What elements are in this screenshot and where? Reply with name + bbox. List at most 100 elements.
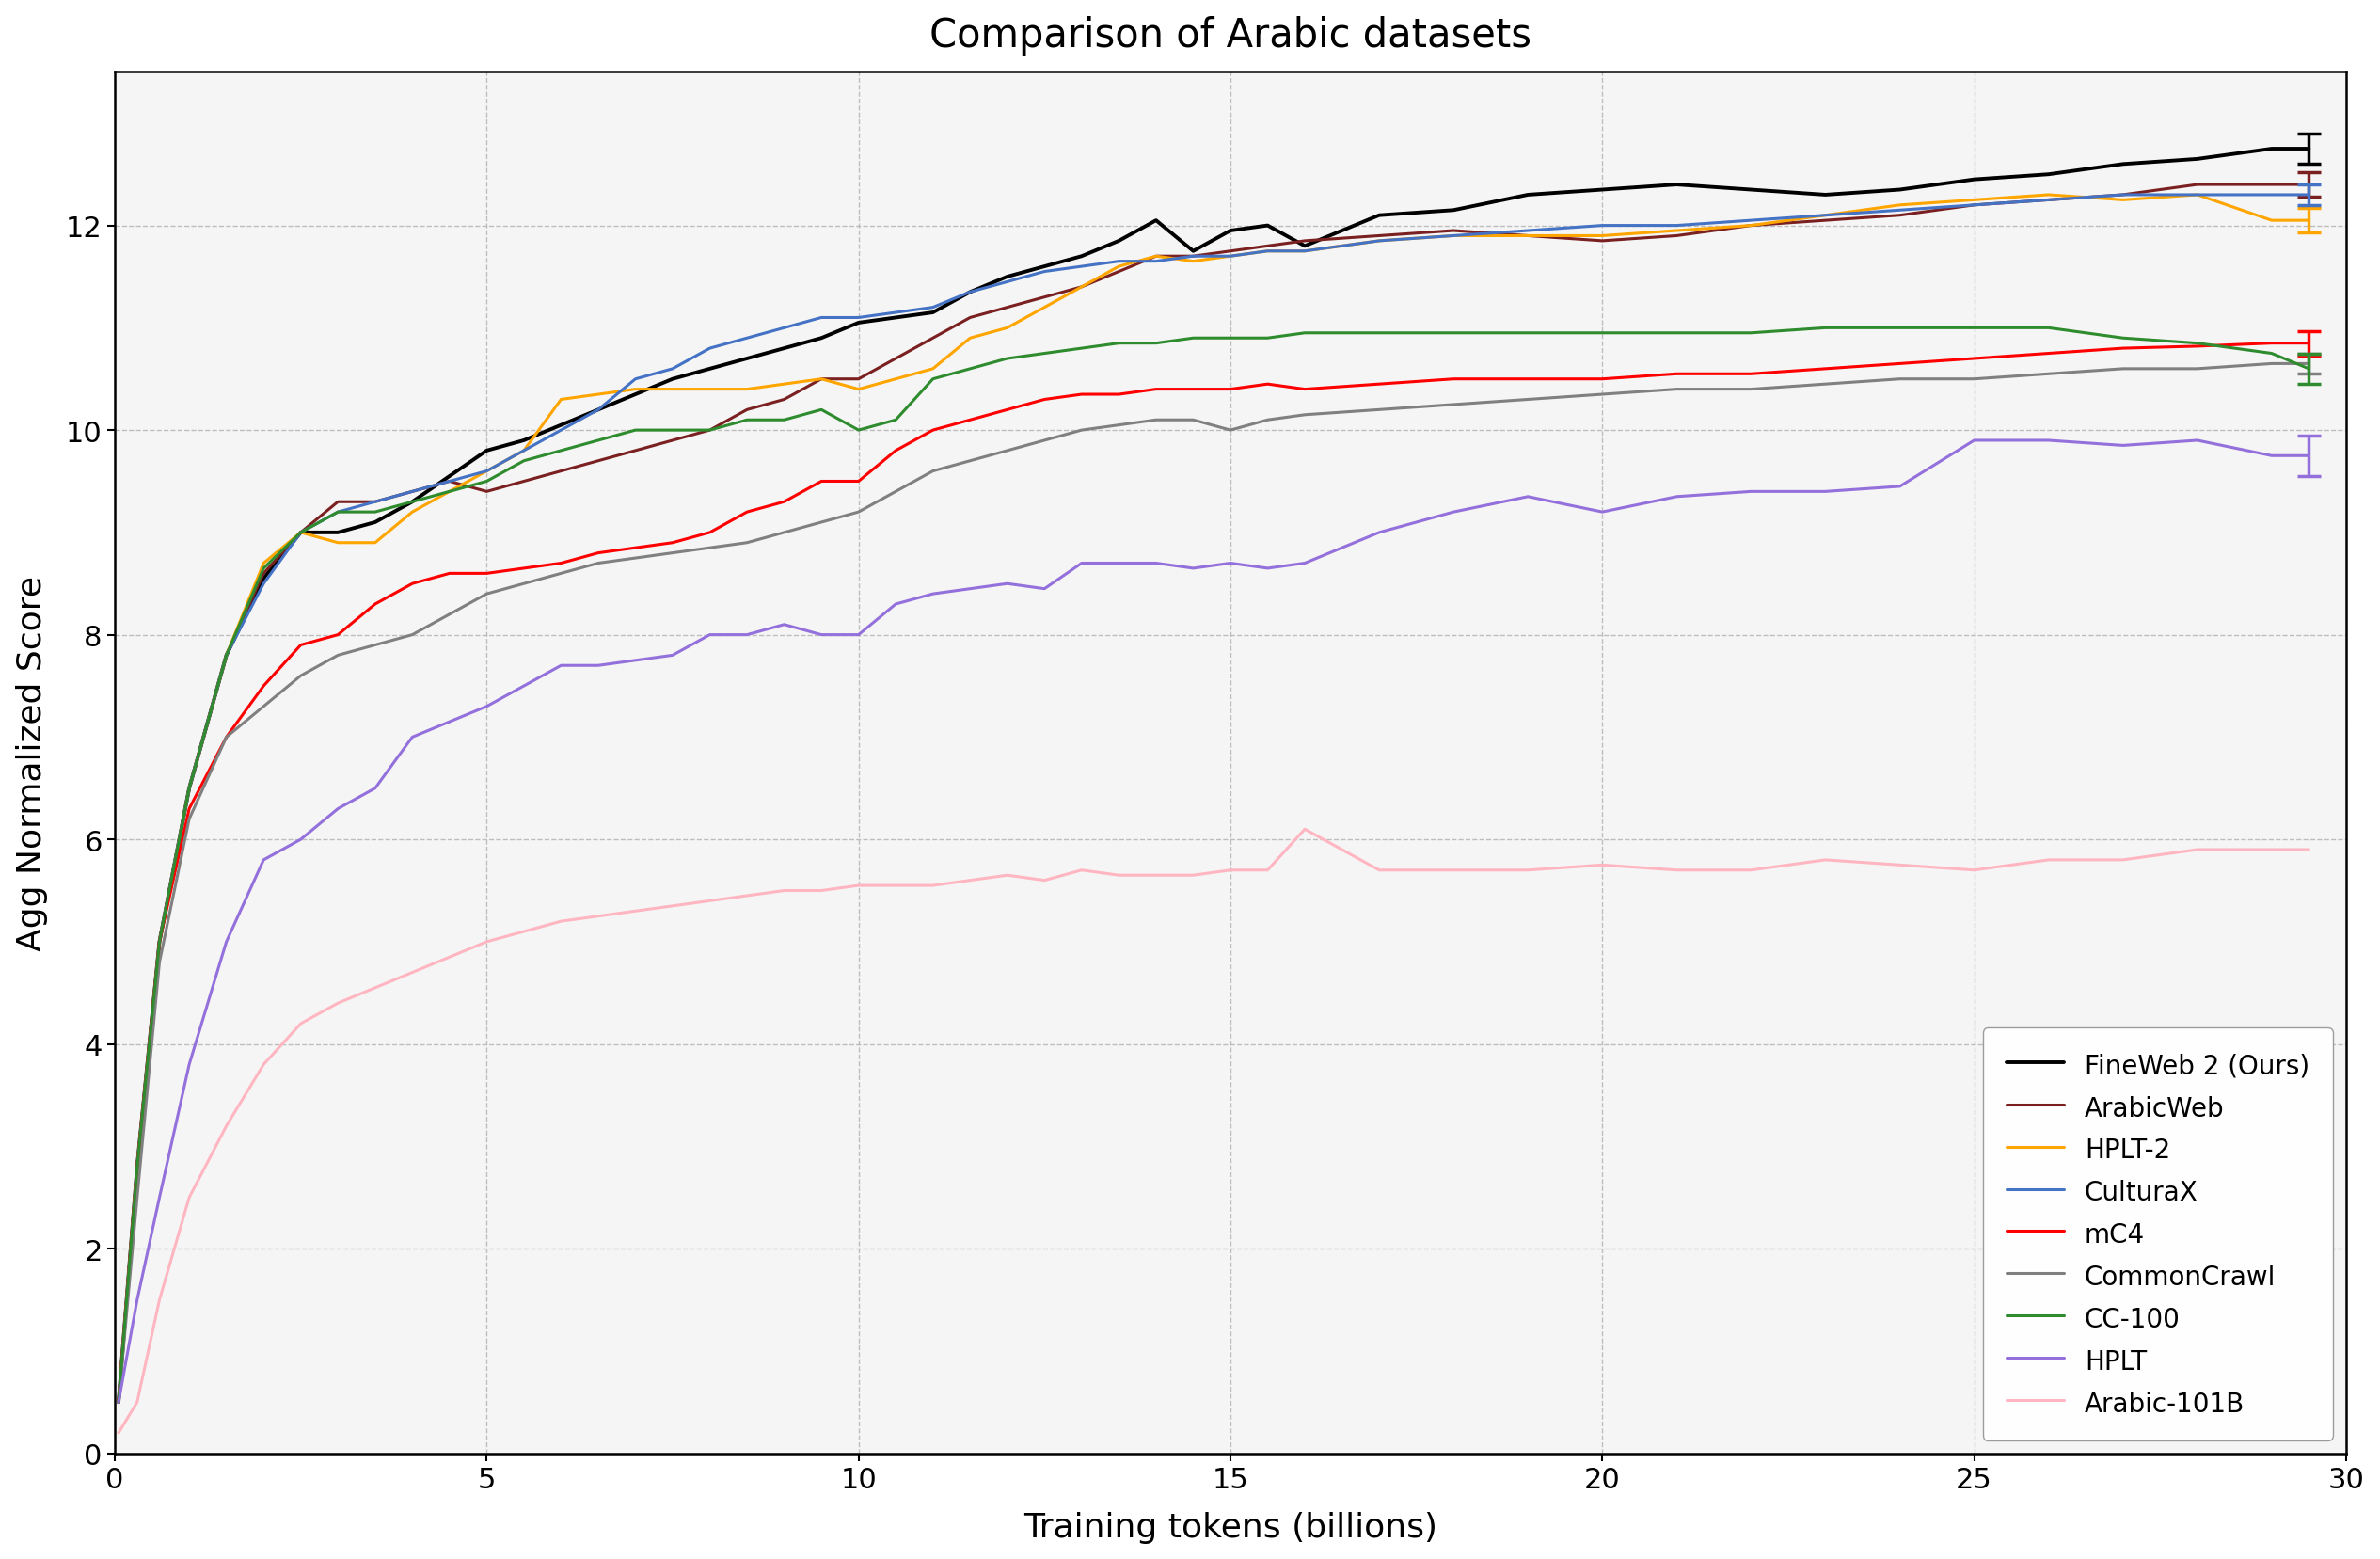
mC4 xyxy=(1661,365,1690,384)
CulturaX xyxy=(1885,201,1914,220)
CommonCrawl xyxy=(1216,421,1245,440)
ArabicWeb xyxy=(1587,232,1616,251)
mC4 xyxy=(1885,355,1914,374)
CC-100 xyxy=(1066,340,1095,359)
CC-100 xyxy=(1440,324,1468,343)
FineWeb 2 (Ours) xyxy=(1104,232,1133,251)
Arabic-101B xyxy=(1737,861,1766,879)
ArabicWeb xyxy=(659,432,688,451)
ArabicWeb xyxy=(1290,232,1319,251)
CommonCrawl xyxy=(397,625,426,644)
CulturaX xyxy=(695,340,724,359)
ArabicWeb xyxy=(105,1392,133,1411)
mC4 xyxy=(2182,338,2211,357)
CulturaX xyxy=(919,299,947,318)
CommonCrawl xyxy=(1587,385,1616,404)
HPLT-2 xyxy=(286,524,314,543)
CulturaX xyxy=(1737,212,1766,231)
FineWeb 2 (Ours) xyxy=(881,309,909,327)
mC4 xyxy=(145,932,174,951)
Line: Arabic-101B: Arabic-101B xyxy=(119,829,2309,1433)
HPLT xyxy=(769,616,797,635)
Arabic-101B xyxy=(807,881,835,900)
Arabic-101B xyxy=(957,871,985,890)
CommonCrawl xyxy=(1737,380,1766,399)
Arabic-101B xyxy=(324,995,352,1013)
Arabic-101B xyxy=(1290,820,1319,839)
CulturaX xyxy=(659,360,688,379)
ArabicWeb xyxy=(286,524,314,543)
mC4 xyxy=(769,493,797,511)
CulturaX xyxy=(1031,263,1059,282)
CC-100 xyxy=(509,452,538,471)
HPLT-2 xyxy=(436,483,464,502)
HPLT-2 xyxy=(1104,257,1133,276)
ArabicWeb xyxy=(250,564,278,583)
CulturaX xyxy=(992,273,1021,292)
CulturaX xyxy=(145,932,174,951)
FineWeb 2 (Ours) xyxy=(1290,237,1319,256)
Arabic-101B xyxy=(174,1188,202,1207)
FineWeb 2 (Ours) xyxy=(2182,150,2211,168)
HPLT xyxy=(547,656,576,675)
mC4 xyxy=(2109,340,2137,359)
HPLT xyxy=(2109,437,2137,455)
HPLT xyxy=(695,625,724,644)
CulturaX xyxy=(1959,196,1987,215)
CulturaX xyxy=(2109,186,2137,204)
Arabic-101B xyxy=(1142,867,1171,886)
HPLT-2 xyxy=(621,380,650,399)
Y-axis label: Agg Normalized Score: Agg Normalized Score xyxy=(17,575,48,951)
CC-100 xyxy=(124,1158,152,1177)
ArabicWeb xyxy=(1959,196,1987,215)
CommonCrawl xyxy=(881,483,909,502)
mC4 xyxy=(1104,385,1133,404)
HPLT-2 xyxy=(1178,253,1207,271)
HPLT-2 xyxy=(124,1158,152,1177)
mC4 xyxy=(471,564,500,583)
CommonCrawl xyxy=(547,564,576,583)
CulturaX xyxy=(286,524,314,543)
HPLT-2 xyxy=(1364,232,1392,251)
CC-100 xyxy=(174,780,202,798)
FineWeb 2 (Ours) xyxy=(324,524,352,543)
ArabicWeb xyxy=(733,401,762,419)
Arabic-101B xyxy=(1031,871,1059,890)
CommonCrawl xyxy=(769,524,797,543)
HPLT xyxy=(324,800,352,818)
ArabicWeb xyxy=(583,452,612,471)
mC4 xyxy=(733,504,762,522)
Arabic-101B xyxy=(105,1423,133,1442)
Arabic-101B xyxy=(992,867,1021,886)
HPLT xyxy=(212,932,240,951)
HPLT-2 xyxy=(2182,186,2211,204)
CommonCrawl xyxy=(436,605,464,624)
HPLT xyxy=(2182,432,2211,451)
HPLT-2 xyxy=(1254,243,1283,262)
HPLT-2 xyxy=(1959,192,1987,210)
mC4 xyxy=(1254,376,1283,394)
HPLT xyxy=(1364,524,1392,543)
HPLT xyxy=(807,625,835,644)
HPLT-2 xyxy=(957,329,985,348)
CulturaX xyxy=(324,504,352,522)
Line: HPLT: HPLT xyxy=(119,441,2309,1402)
HPLT-2 xyxy=(174,780,202,798)
HPLT-2 xyxy=(1514,228,1542,246)
ArabicWeb xyxy=(2109,186,2137,204)
Arabic-101B xyxy=(583,907,612,926)
CC-100 xyxy=(105,1392,133,1411)
CulturaX xyxy=(105,1392,133,1411)
Arabic-101B xyxy=(1587,856,1616,875)
ArabicWeb xyxy=(212,647,240,666)
CC-100 xyxy=(1811,320,1840,338)
mC4 xyxy=(174,800,202,818)
ArabicWeb xyxy=(1142,248,1171,267)
Arabic-101B xyxy=(733,887,762,906)
mC4 xyxy=(583,544,612,563)
HPLT xyxy=(1885,477,1914,496)
HPLT-2 xyxy=(733,380,762,399)
CC-100 xyxy=(1885,320,1914,338)
HPLT xyxy=(1142,555,1171,574)
FineWeb 2 (Ours) xyxy=(659,369,688,388)
